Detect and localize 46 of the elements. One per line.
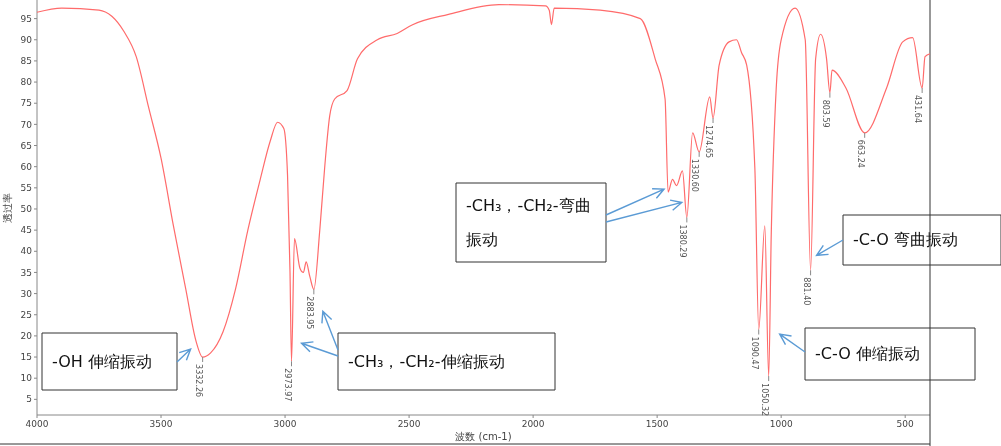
annotation: 1050.32 (759, 383, 769, 417)
y-tick-label: 60 (20, 161, 33, 172)
y-tick-label: 65 (20, 140, 32, 151)
y-tick-label: 50 (20, 204, 33, 215)
y-axis-title: 透过率 (2, 192, 13, 223)
annotation: 1090.47 (749, 336, 759, 370)
y-tick-label: 40 (20, 246, 33, 257)
y-tick-label: 70 (20, 119, 33, 130)
x-tick-label: 2000 (521, 419, 545, 429)
y-tick-label: 55 (20, 182, 32, 193)
y-tick-label: 95 (20, 13, 32, 24)
annotation: -CH₃，-CH₂-伸缩振动 (348, 350, 505, 373)
annotation: -C-O 弯曲振动 (853, 229, 958, 251)
annotation: 881.40 (801, 277, 811, 306)
annotation: 431.64 (913, 94, 923, 123)
y-tick-label: 90 (20, 34, 33, 45)
x-tick-label: 1000 (769, 419, 793, 429)
y-tick-label: 35 (20, 267, 32, 278)
y-tick-label: 45 (20, 225, 32, 236)
annotation: 1274.65 (704, 125, 714, 159)
y-tick-label: 10 (20, 373, 33, 384)
y-tick-label: 80 (20, 77, 33, 88)
annotation: 2973.97 (282, 368, 292, 402)
y-tick-label: 15 (20, 352, 32, 363)
annotation: 663.24 (855, 139, 865, 168)
x-tick-label: 1500 (645, 419, 669, 429)
y-tick-label: 85 (20, 56, 32, 67)
x-axis-title: 波数 (cm-1) (455, 431, 512, 442)
x-tick-label: 4000 (25, 419, 49, 429)
x-tick-label: 3000 (273, 419, 297, 429)
annotation: -CH₃，-CH₂-弯曲振动 (466, 194, 592, 251)
y-tick-label: 75 (20, 98, 32, 109)
y-tick-label: 25 (20, 309, 32, 320)
y-tick-label: 30 (20, 288, 33, 299)
y-tick-label: 20 (20, 331, 33, 342)
annotation: 3332.26 (193, 364, 203, 398)
annotation: -OH 伸缩振动 (52, 350, 152, 373)
y-tick-label: 5 (26, 394, 32, 405)
annotation: 1380.29 (677, 224, 687, 258)
annotation: 1330.60 (690, 158, 700, 192)
annotation: 2883.95 (304, 296, 314, 330)
annotation: -C-O 伸缩振动 (815, 343, 920, 365)
x-tick-label: 500 (896, 419, 915, 429)
annotation: 803.59 (820, 99, 830, 128)
x-tick-label: 2500 (397, 419, 421, 429)
x-tick-label: 3500 (149, 419, 173, 429)
